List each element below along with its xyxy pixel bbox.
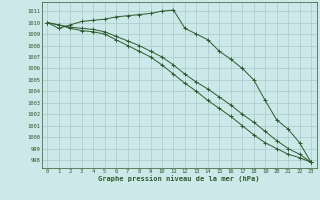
X-axis label: Graphe pression niveau de la mer (hPa): Graphe pression niveau de la mer (hPa)	[99, 176, 260, 182]
